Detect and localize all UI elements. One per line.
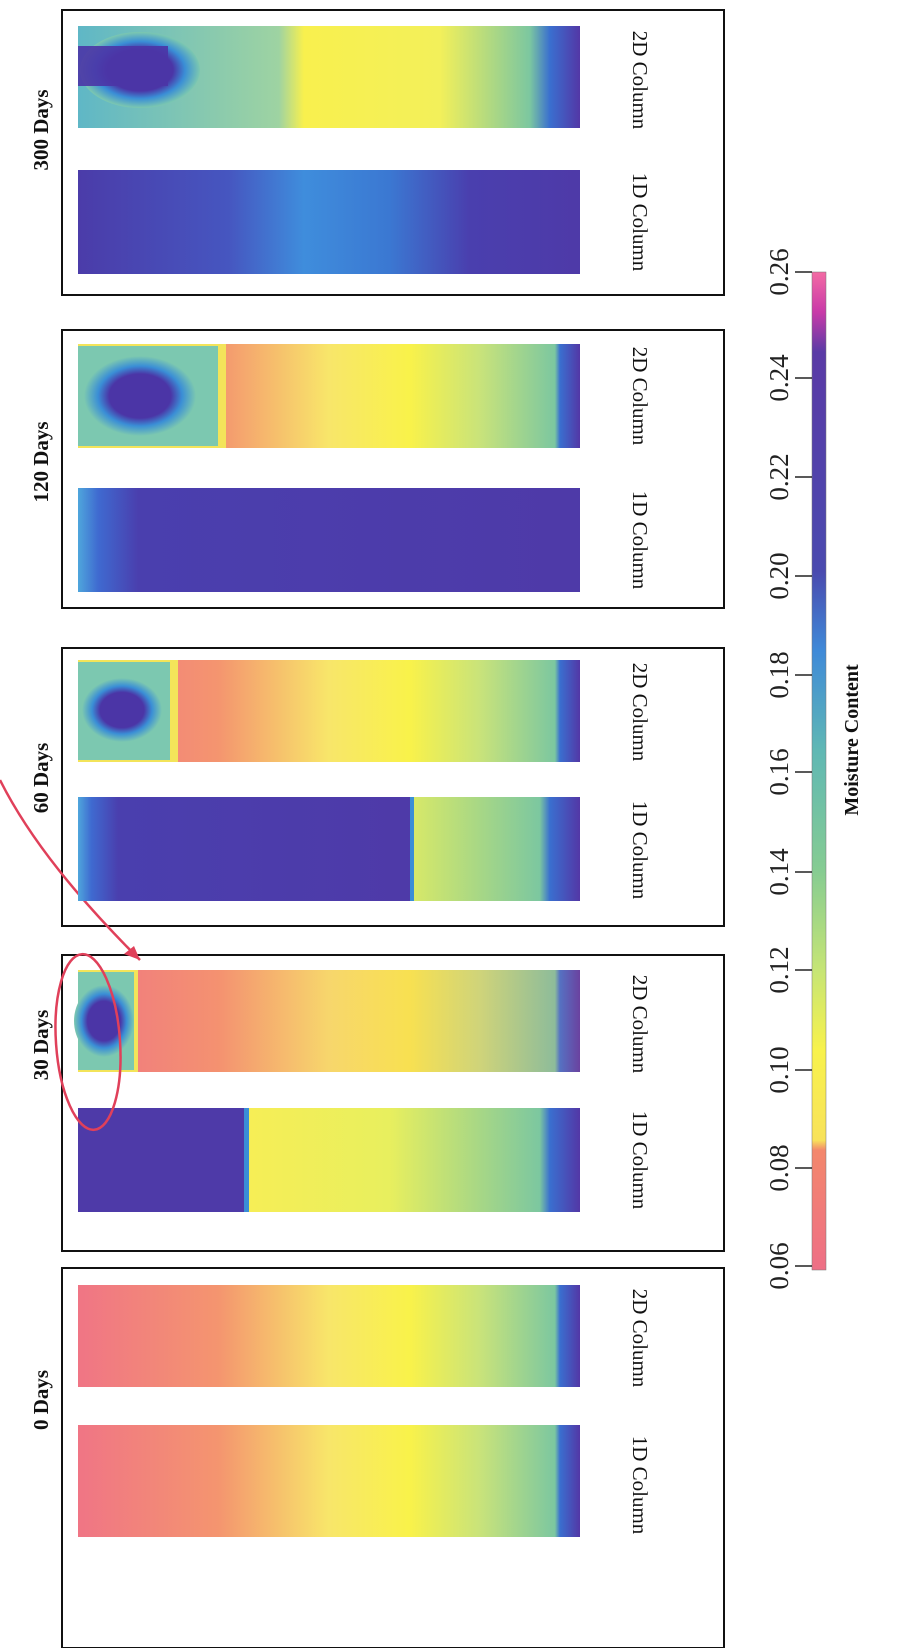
column-60days-1d — [78, 797, 580, 901]
column-30days-2d — [74, 970, 580, 1072]
panel-frame-0-days — [61, 1267, 725, 1648]
panel-frame-60-days — [61, 647, 725, 927]
colorbar-tick-label: 0.20 — [764, 552, 794, 599]
colorbar-tick-label: 0.08 — [764, 1144, 794, 1191]
colorbar — [811, 271, 827, 1271]
column-label-0days-1d: 1D Column — [628, 1436, 652, 1535]
colorbar-tick-labels: 0.06 0.08 0.10 0.12 0.14 0.16 0.18 0.20 … — [764, 248, 794, 1289]
annotation-highlight — [54, 952, 122, 1132]
column-0days-1d — [78, 1425, 580, 1537]
column-label-30days-1d: 1D Column — [628, 1111, 652, 1210]
column-120days-1d — [78, 488, 580, 592]
colorbar-tick-label: 0.12 — [764, 946, 794, 993]
panel-frame-300-days — [61, 9, 725, 296]
column-label-120days-1d: 1D Column — [628, 491, 652, 590]
column-label-0days-2d: 2D Column — [628, 1289, 652, 1388]
colorbar-tick-label: 0.14 — [764, 848, 794, 896]
column-label-120days-2d: 2D Column — [628, 347, 652, 446]
column-label-30days-2d: 2D Column — [628, 975, 652, 1074]
colorbar-tick-label: 0.26 — [764, 248, 794, 295]
time-label-60-days: 60 Days — [29, 743, 53, 814]
colorbar-tick-label: 0.16 — [764, 748, 794, 795]
column-60days-2d — [78, 660, 580, 762]
panel-frame-30-days — [61, 954, 725, 1252]
annotation-arrow — [0, 779, 141, 961]
time-label-300-days: 300 Days — [29, 89, 53, 170]
time-label-30-days: 30 Days — [29, 1010, 53, 1081]
column-label-300days-2d: 2D Column — [628, 31, 652, 130]
column-120days-2d — [78, 344, 580, 448]
column-300days-2d — [78, 26, 580, 128]
colorbar-tick-label: 0.10 — [764, 1046, 794, 1093]
colorbar-title: Moisture Content — [841, 664, 863, 816]
column-label-300days-1d: 1D Column — [628, 173, 652, 272]
colorbar-tick-label: 0.24 — [764, 354, 794, 402]
column-label-60days-2d: 2D Column — [628, 663, 652, 762]
time-label-0-days: 0 Days — [29, 1370, 53, 1430]
column-300days-1d — [78, 170, 580, 274]
column-0days-2d — [78, 1285, 580, 1387]
panel-frame-120-days — [61, 329, 725, 609]
colorbar-ticks — [795, 271, 812, 1267]
colorbar-tick-label: 0.22 — [764, 453, 794, 500]
column-30days-1d — [78, 1108, 580, 1212]
time-label-120-days: 120 Days — [29, 421, 53, 502]
annotation-arrowhead — [124, 946, 140, 960]
colorbar-tick-label: 0.18 — [764, 651, 794, 698]
colorbar-tick-label: 0.06 — [764, 1242, 794, 1289]
column-label-60days-1d: 1D Column — [628, 801, 652, 900]
